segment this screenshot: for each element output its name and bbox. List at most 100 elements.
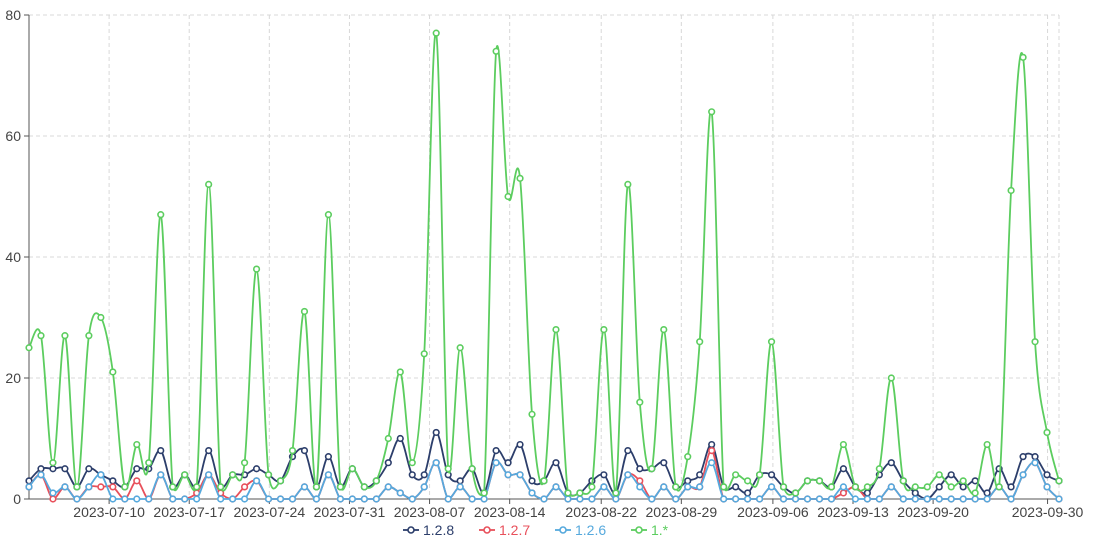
data-point xyxy=(767,338,776,346)
data-point xyxy=(636,477,644,485)
data-point xyxy=(743,495,752,503)
data-point xyxy=(779,495,788,503)
data-point xyxy=(660,326,668,334)
data-point xyxy=(803,477,812,485)
data-point xyxy=(971,489,979,497)
grid xyxy=(29,14,1060,499)
data-point xyxy=(767,483,776,491)
data-point xyxy=(264,471,273,479)
data-point xyxy=(133,495,141,503)
data-point xyxy=(576,489,584,497)
data-point xyxy=(312,483,321,491)
data-point xyxy=(696,483,704,491)
data-point xyxy=(133,465,141,473)
data-point xyxy=(791,495,800,503)
data-point xyxy=(899,477,907,485)
data-point xyxy=(600,471,608,479)
data-point xyxy=(1007,483,1015,491)
data-point xyxy=(815,495,824,503)
data-point xyxy=(336,495,345,503)
data-point xyxy=(564,495,572,503)
data-point xyxy=(384,483,392,491)
data-point xyxy=(217,495,225,503)
data-point xyxy=(348,495,356,503)
data-point xyxy=(899,495,907,503)
data-point xyxy=(480,495,488,503)
data-point xyxy=(360,495,368,503)
data-point xyxy=(540,477,548,485)
data-point xyxy=(408,495,416,503)
data-point xyxy=(133,440,141,449)
data-point xyxy=(528,410,536,418)
data-point xyxy=(157,447,165,455)
data-point xyxy=(887,459,895,467)
data-point xyxy=(169,495,177,503)
data-point xyxy=(97,483,105,491)
data-point xyxy=(672,495,680,503)
data-point xyxy=(708,440,716,449)
data-point xyxy=(456,483,464,491)
legend-label: 1.2.7 xyxy=(499,522,530,538)
y-tick-label: 80 xyxy=(5,7,21,23)
legend-item[interactable]: 1.2.7 xyxy=(479,522,530,538)
legend-item[interactable]: 1.* xyxy=(631,522,669,538)
data-point xyxy=(300,483,309,491)
x-tick-label: 2023-08-07 xyxy=(394,504,466,520)
data-point xyxy=(588,495,596,503)
series-line xyxy=(28,31,1060,497)
data-point xyxy=(444,465,452,473)
data-point xyxy=(85,483,93,491)
data-point xyxy=(983,495,991,503)
data-point xyxy=(205,180,213,188)
legend-item[interactable]: 1.2.6 xyxy=(555,522,606,538)
data-point xyxy=(672,483,680,491)
data-point xyxy=(420,483,428,491)
y-tick-label: 20 xyxy=(5,370,21,386)
data-point xyxy=(252,265,261,273)
y-tick-label: 60 xyxy=(5,128,21,144)
data-point xyxy=(959,477,967,485)
data-point xyxy=(85,465,93,473)
data-point xyxy=(384,459,392,467)
data-point xyxy=(516,440,524,449)
data-point xyxy=(432,29,440,37)
data-point xyxy=(276,477,285,485)
data-point xyxy=(492,47,500,55)
y-axis-ticks: 0 20 40 60 80 xyxy=(5,7,29,507)
data-point xyxy=(959,483,967,491)
y-tick-label: 0 xyxy=(13,491,21,507)
data-point xyxy=(121,495,129,503)
data-point xyxy=(911,495,919,503)
legend[interactable]: 1.2.8 1.2.7 1.2.6 1.* xyxy=(403,522,669,538)
data-point xyxy=(720,495,728,503)
data-point xyxy=(540,495,548,503)
x-tick-label: 2023-08-29 xyxy=(646,504,718,520)
data-point xyxy=(73,495,81,503)
data-point xyxy=(552,483,560,491)
data-point xyxy=(1043,483,1051,491)
data-point xyxy=(456,344,464,352)
plot-area xyxy=(25,29,1063,503)
data-point xyxy=(911,483,919,491)
legend-label: 1.* xyxy=(651,522,669,538)
data-point xyxy=(372,495,380,503)
data-point xyxy=(240,459,249,467)
data-point xyxy=(504,192,512,201)
data-point xyxy=(696,338,704,346)
data-point xyxy=(923,483,931,491)
x-tick-label: 2023-08-14 xyxy=(474,504,546,520)
data-point xyxy=(552,326,560,334)
data-point xyxy=(636,465,644,473)
legend-marker xyxy=(635,526,643,534)
data-point xyxy=(636,398,644,406)
data-point xyxy=(815,477,824,485)
legend-marker xyxy=(559,526,567,534)
y-tick-label: 40 xyxy=(5,249,21,265)
data-point xyxy=(971,495,979,503)
data-point xyxy=(264,495,273,503)
data-point xyxy=(767,471,776,479)
legend-item[interactable]: 1.2.8 xyxy=(403,522,454,538)
data-point xyxy=(839,465,848,473)
data-point xyxy=(276,495,285,503)
